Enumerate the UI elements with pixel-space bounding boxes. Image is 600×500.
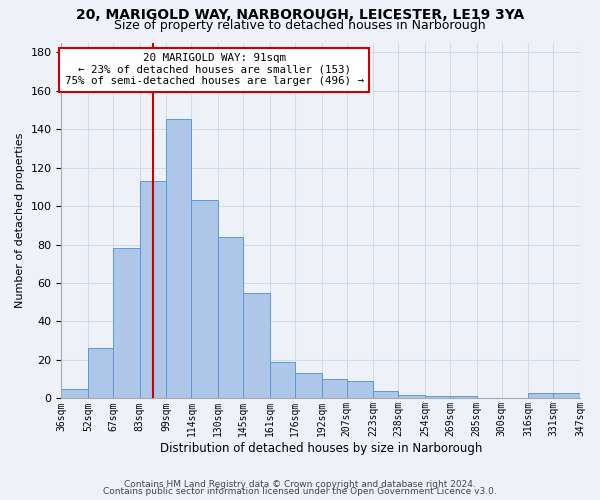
Text: 20 MARIGOLD WAY: 91sqm
← 23% of detached houses are smaller (153)
75% of semi-de: 20 MARIGOLD WAY: 91sqm ← 23% of detached… (65, 53, 364, 86)
Text: 20, MARIGOLD WAY, NARBOROUGH, LEICESTER, LE19 3YA: 20, MARIGOLD WAY, NARBOROUGH, LEICESTER,… (76, 8, 524, 22)
Text: Size of property relative to detached houses in Narborough: Size of property relative to detached ho… (114, 19, 486, 32)
Bar (373, 390, 398, 398)
X-axis label: Distribution of detached houses by size in Narborough: Distribution of detached houses by size … (160, 442, 482, 455)
Bar (243, 292, 270, 399)
Bar (113, 248, 140, 398)
Bar (425, 396, 450, 398)
Bar (191, 200, 218, 398)
Bar (61, 389, 88, 398)
Bar (140, 181, 166, 398)
Bar (270, 362, 295, 399)
Bar (553, 392, 580, 398)
Bar (450, 396, 476, 398)
Y-axis label: Number of detached properties: Number of detached properties (15, 133, 25, 308)
Bar (88, 348, 113, 399)
Text: Contains HM Land Registry data © Crown copyright and database right 2024.: Contains HM Land Registry data © Crown c… (124, 480, 476, 489)
Bar (166, 120, 191, 398)
Bar (322, 379, 347, 398)
Bar (295, 374, 322, 398)
Bar (529, 392, 553, 398)
Bar (347, 381, 373, 398)
Text: Contains public sector information licensed under the Open Government Licence v3: Contains public sector information licen… (103, 487, 497, 496)
Bar (218, 237, 243, 398)
Bar (398, 394, 425, 398)
